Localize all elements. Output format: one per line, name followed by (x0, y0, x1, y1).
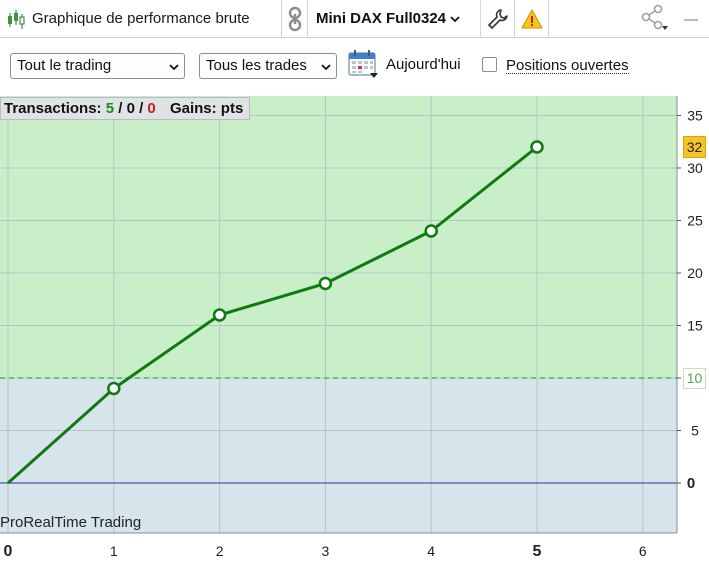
data-point-2[interactable] (212, 308, 227, 322)
instrument-name: Mini DAX Full0324 (316, 10, 447, 27)
y-tick-label-35: 35 (687, 108, 703, 124)
x-tick-label-6: 6 (639, 543, 647, 559)
data-point-1[interactable] (107, 381, 121, 396)
lower-zone (0, 378, 677, 533)
upper-zone (0, 96, 677, 378)
y-tick-label-0: 0 (687, 475, 695, 492)
minimize-icon (684, 19, 698, 21)
y-tick-label-30: 30 (687, 160, 703, 176)
threshold-value-badge: 10 (683, 368, 706, 389)
window-title-area: Graphique de performance brute (0, 0, 282, 37)
x-tick-label-0: 0 (4, 543, 13, 560)
neutral-trades-count: 0 (126, 100, 135, 117)
chevron-down-icon (450, 15, 460, 22)
chevron-down-icon (169, 64, 179, 71)
title-bar: Graphique de performance brute Mini DAX … (0, 0, 709, 38)
separator: / (118, 100, 123, 117)
warning-button[interactable] (515, 0, 549, 37)
x-tick-label-2: 2 (216, 543, 224, 559)
x-tick-label-4: 4 (427, 543, 435, 559)
trades-filter-value: Tous les trades (206, 57, 307, 74)
window-title: Graphique de performance brute (32, 10, 250, 27)
trades-filter-select[interactable]: Tous les trades (199, 53, 337, 79)
y-tick-label-20: 20 (687, 265, 703, 281)
instrument-selector[interactable]: Mini DAX Full0324 (308, 0, 481, 37)
series-line (7, 145, 538, 485)
y-axis-ticks: 0 5 15 20 25 30 35 (677, 108, 703, 492)
separator: / (139, 100, 144, 117)
link-button[interactable] (282, 0, 308, 37)
gains-unit-label: Gains: pts (169, 100, 244, 117)
wrench-icon (487, 8, 508, 29)
open-positions-label[interactable]: Positions ouvertes (506, 57, 629, 74)
x-tick-label-5: 5 (533, 543, 542, 560)
data-point-3[interactable] (318, 276, 333, 291)
today-label[interactable]: Aujourd'hui (386, 56, 461, 73)
x-tick-label-3: 3 (322, 543, 330, 559)
calendar-button[interactable] (348, 49, 378, 79)
filter-toolbar: Tout le trading Tous les trades Aujourd'… (0, 38, 709, 96)
trading-scope-select[interactable]: Tout le trading (10, 53, 185, 79)
winning-trades-count: 5 (105, 100, 115, 117)
losing-trades-count: 0 (147, 100, 156, 117)
share-icon (641, 4, 668, 30)
last-value-badge: 32 (683, 136, 706, 158)
watermark: ProRealTime Trading (0, 514, 142, 531)
warning-icon (520, 8, 543, 28)
transactions-summary: Transactions: 5 / 0 / 0 Gains: pts (0, 97, 251, 120)
share-button[interactable] (640, 4, 670, 32)
link-icon (288, 6, 301, 31)
transactions-label: Transactions: (4, 100, 102, 117)
data-point-4[interactable] (424, 224, 438, 238)
y-tick-label-25: 25 (687, 213, 703, 229)
settings-button[interactable] (481, 0, 515, 37)
series-points (107, 140, 544, 396)
x-tick-label-1: 1 (110, 543, 118, 559)
trading-scope-value: Tout le trading (17, 57, 112, 74)
y-tick-label-5: 5 (691, 423, 699, 439)
x-axis-ticks: 0 1 2 3 4 5 6 (4, 543, 647, 560)
candlestick-icon (8, 9, 25, 29)
data-point-5[interactable] (530, 140, 544, 154)
open-positions-checkbox[interactable] (482, 57, 497, 72)
calendar-icon (348, 50, 378, 78)
y-tick-label-15: 15 (687, 318, 703, 334)
minimize-button[interactable] (684, 16, 698, 22)
chevron-down-icon (321, 64, 331, 71)
